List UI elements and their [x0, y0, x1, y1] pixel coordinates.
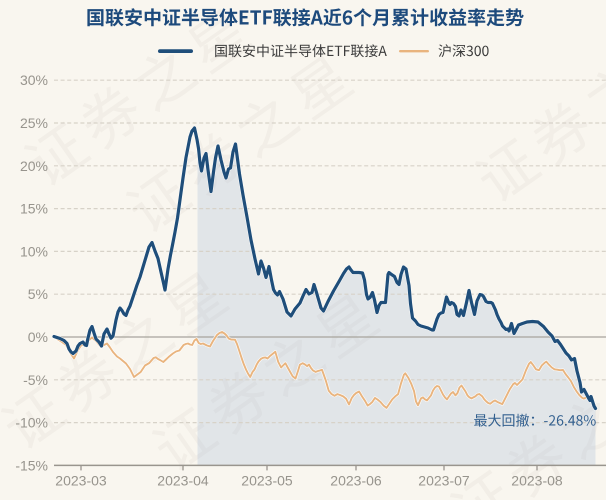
svg-text:15%: 15% [20, 201, 48, 217]
svg-text:2023-08: 2023-08 [511, 473, 563, 489]
svg-text:10%: 10% [20, 243, 48, 259]
svg-text:0%: 0% [28, 329, 48, 345]
svg-text:-15%: -15% [15, 457, 48, 473]
svg-text:20%: 20% [20, 158, 48, 174]
svg-text:-5%: -5% [23, 372, 48, 388]
svg-text:-10%: -10% [15, 415, 48, 431]
svg-text:2023-06: 2023-06 [330, 473, 382, 489]
svg-text:30%: 30% [20, 72, 48, 88]
svg-text:25%: 25% [20, 115, 48, 131]
svg-text:2023-05: 2023-05 [241, 473, 293, 489]
svg-text:2023-04: 2023-04 [157, 473, 209, 489]
svg-text:2023-03: 2023-03 [55, 473, 107, 489]
svg-text:2023-07: 2023-07 [418, 473, 470, 489]
svg-text:5%: 5% [28, 286, 48, 302]
